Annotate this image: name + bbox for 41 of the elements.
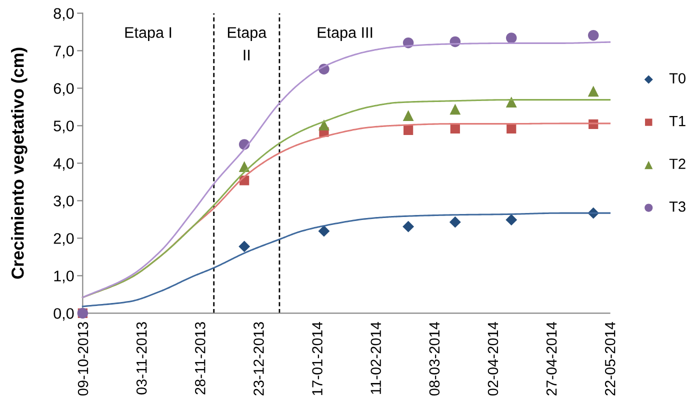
x-tick-label: 22-05-2014 [604, 322, 616, 396]
y-tick-label: 5,0 [54, 120, 74, 134]
y-tick-label: 8,0 [54, 8, 74, 21]
y-tick-label: 6,0 [54, 83, 74, 96]
legend-label: T0 [669, 73, 686, 84]
x-tick-label: 11-02-2014 [370, 322, 382, 394]
x-tick-label: 17-01-2014 [312, 322, 322, 396]
point [506, 32, 517, 44]
point [450, 124, 460, 134]
y-tick-label: 3,0 [54, 196, 74, 208]
x-tick-label: 28-11-2013 [195, 322, 206, 394]
legend-label: T2 [669, 158, 686, 169]
point [506, 214, 518, 226]
legend-label: T1 [669, 116, 686, 126]
y-tick-label: 2,0 [54, 233, 74, 246]
point [449, 216, 461, 228]
x-tick-label: 02-04-2014 [488, 322, 498, 396]
x-tick-label: 03-11-2013 [136, 322, 147, 394]
point [506, 124, 516, 134]
annotation: Etapa III [318, 27, 372, 41]
y-tick-label: 1,0 [54, 270, 74, 284]
annotation: Etapa II [228, 27, 267, 60]
y-tick-label: 7,0 [54, 46, 74, 58]
x-tick-label: 27-04-2014 [546, 322, 557, 396]
point [403, 125, 414, 136]
point [238, 240, 250, 252]
annotation: Etapa I [125, 27, 172, 41]
x-tick-label: 08-03-2014 [429, 322, 440, 396]
x-tick-label: 23-12-2013 [254, 322, 264, 396]
point [450, 104, 461, 115]
point [402, 110, 414, 122]
point [402, 220, 414, 232]
point [318, 225, 330, 237]
y-tick-label: 0,0 [54, 308, 74, 321]
y-axis-title: Crecimiento vegetativo (cm) [11, 48, 28, 279]
x-tick-label: 09-10-2013 [78, 322, 88, 396]
legend-label: T3 [669, 201, 686, 212]
point [588, 30, 599, 41]
y-tick-label: 4,0 [53, 158, 74, 171]
point [588, 86, 599, 97]
point [318, 119, 330, 130]
